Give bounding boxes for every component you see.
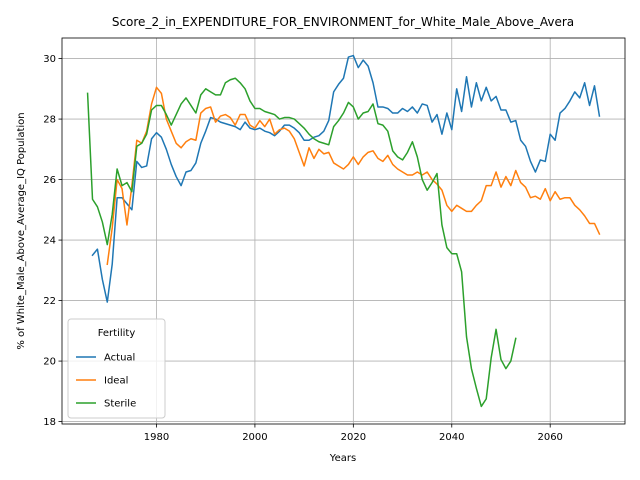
- x-tick-label: 2020: [341, 432, 366, 443]
- line-series: [91, 54, 601, 303]
- legend-label: Ideal: [104, 376, 128, 387]
- y-tick-label: 24: [43, 236, 56, 247]
- line-series: [106, 86, 601, 266]
- y-tick-label: 26: [43, 175, 56, 186]
- y-tick-label: 30: [43, 54, 56, 65]
- legend-box: [67, 318, 166, 419]
- x-tick-label: 1980: [144, 432, 169, 443]
- y-tick-label: 28: [43, 115, 56, 126]
- x-axis-label: Years: [329, 453, 356, 464]
- x-tick-label: 2040: [439, 432, 464, 443]
- x-tick-label: 2000: [242, 432, 267, 443]
- legend-label: Sterile: [104, 399, 136, 410]
- legend-title: Fertility: [98, 328, 136, 339]
- x-tick-label: 2060: [537, 432, 562, 443]
- ticks: 1980 2000 2020 2040 2060 18 20 22 24 26 28 30: [43, 54, 563, 443]
- line-series: [86, 77, 517, 408]
- legend-label: Actual: [104, 353, 135, 364]
- y-tick-label: 22: [43, 296, 56, 307]
- lines: [86, 54, 601, 408]
- y-tick-label: 18: [43, 417, 56, 428]
- legend: Fertility Actual Ideal Sterile: [67, 318, 166, 419]
- y-tick-label: 20: [43, 357, 56, 368]
- axes-frame: [61, 37, 626, 425]
- y-axis-label: % of White_Male_Above_Average_IQ Populat…: [16, 112, 27, 349]
- chart-title: Score_2_in_EXPENDITURE_FOR_ENVIRONMENT_f…: [112, 15, 574, 29]
